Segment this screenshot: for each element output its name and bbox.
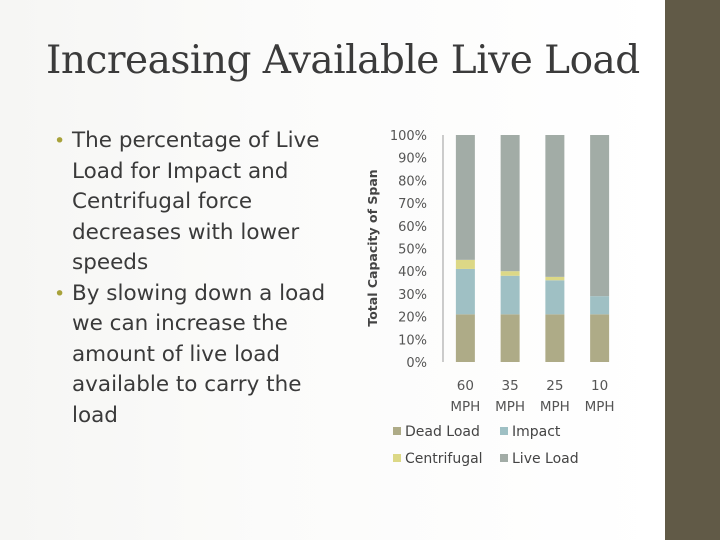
x-tick-label: MPH [585,399,615,415]
bar-segment-centrifugal [455,259,475,269]
bullet-text: By slowing down a load we can increase t… [72,280,326,428]
y-tick-label: 90% [398,152,427,167]
bar-segment-dead-load [590,314,610,362]
bullet-list: • The percentage of Live Load for Impact… [52,126,342,431]
bar-segment-centrifugal [500,271,520,276]
bar-segment-dead-load [455,314,475,362]
bar-segment-impact [545,280,565,315]
y-tick-label: 60% [398,220,427,235]
legend-label: Dead Load [405,424,480,440]
bar-segment-live-load [590,135,610,297]
x-tick-label: MPH [495,399,525,415]
legend-label: Centrifugal [405,451,483,467]
bar-segment-impact [500,275,520,315]
x-tick-label: 25 [546,378,563,394]
y-tick-label: 70% [398,197,427,212]
bar-segment-centrifugal [545,276,565,281]
bar-segment-dead-load [545,314,565,362]
bar-segment-live-load [500,135,520,272]
y-tick-label: 80% [398,174,427,189]
x-tick-label: MPH [540,399,570,415]
x-tick-label: MPH [450,399,480,415]
bullet-item: • The percentage of Live Load for Impact… [52,126,342,279]
y-tick-label: 10% [398,333,427,348]
legend-swatch [500,454,508,462]
bar-segment-live-load [545,135,565,277]
bullet-dot-icon: • [54,282,66,305]
bar-segment-dead-load [500,314,520,362]
bullet-dot-icon: • [54,130,66,152]
bullet-item: • By slowing down a load we can increase… [52,279,342,432]
y-tick-label: 100% [390,129,427,144]
bullet-text: The percentage of Live Load for Impact a… [72,128,320,275]
y-axis-title: Total Capacity of Span [365,169,380,326]
legend-swatch [393,427,401,435]
x-tick-label: 10 [591,378,608,394]
legend-label: Live Load [512,451,579,467]
y-tick-label: 20% [398,311,427,326]
legend-swatch [500,427,508,435]
legend-swatch [393,454,401,462]
y-tick-label: 50% [398,243,427,258]
x-tick-label: 35 [502,378,519,394]
y-tick-label: 30% [398,288,427,303]
bar-segment-impact [455,268,475,315]
decorative-side-bar [665,0,720,540]
bar-segment-impact [590,296,610,315]
y-tick-label: 0% [406,356,427,371]
slide-title: Increasing Available Live Load [46,38,640,83]
x-tick-label: 60 [457,378,474,394]
y-tick-label: 40% [398,265,427,280]
bar-segment-live-load [455,135,475,260]
legend-label: Impact [512,424,561,440]
